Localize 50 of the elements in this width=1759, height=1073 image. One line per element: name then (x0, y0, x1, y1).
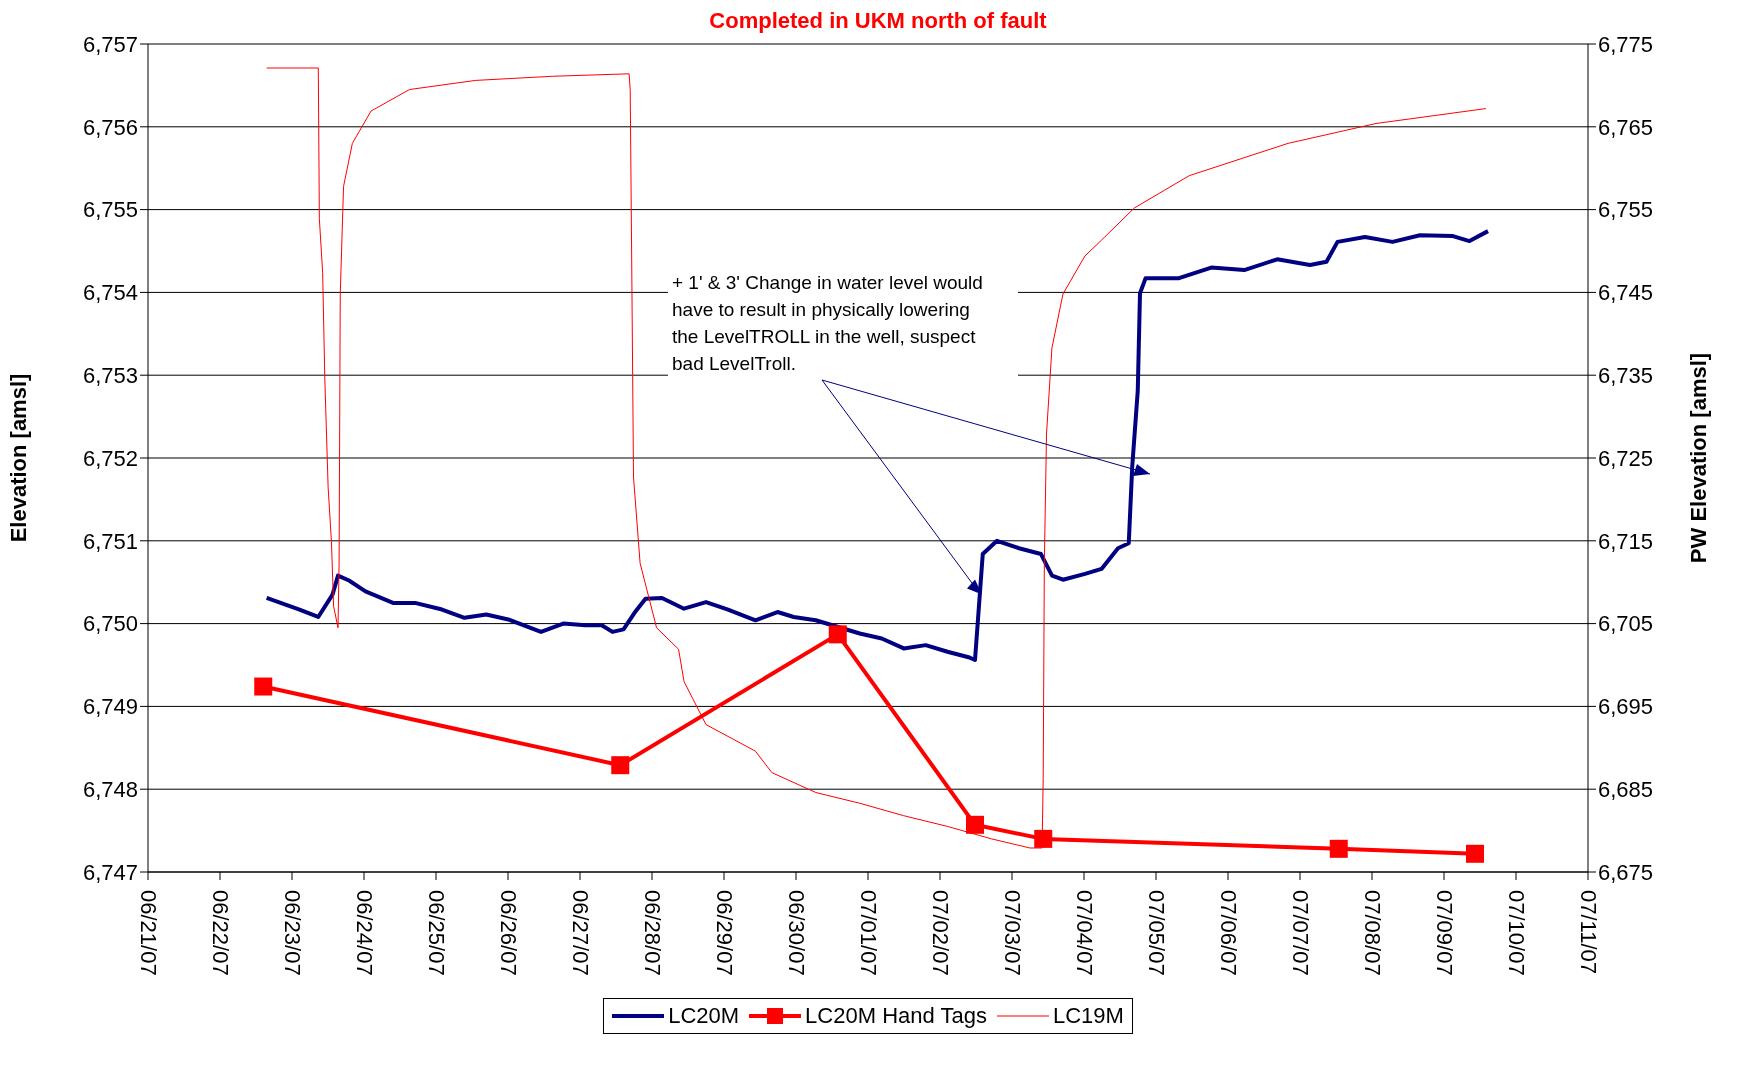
y-tick-label: 6,753 (82, 363, 138, 389)
annotation: + 1' & 3' Change in water level would have to result in physically lowering the LevelTROLL in the well, suspect bad LevelTroll. (672, 272, 983, 374)
y-tick-label: 6,751 (82, 528, 138, 554)
x-tick-label: 06/27/07 (567, 890, 593, 976)
y-tick-label: 6,747 (82, 859, 138, 885)
y-tick-label: 6,757 (82, 31, 138, 57)
x-tick-label: 06/21/07 (135, 890, 161, 976)
x-tick-label: 06/30/07 (783, 890, 809, 976)
x-tick-label: 06/26/07 (495, 890, 521, 976)
y2-axis-title: PW Elevation [amsl] (1685, 352, 1711, 564)
legend-label: LC20M Hand Tags (804, 1003, 987, 1029)
x-tick-label: 06/23/07 (279, 890, 305, 976)
x-tick-label: 07/03/07 (999, 890, 1025, 976)
x-tick-label: 07/11/07 (1575, 890, 1601, 975)
x-tick-label: 07/09/07 (1431, 890, 1457, 976)
x-tick-label: 07/06/07 (1215, 890, 1241, 976)
y2-tick-label: 6,695 (1598, 694, 1654, 720)
y-axis-title: Elevation [amsl] (5, 373, 31, 543)
legend-label: LC19M (1051, 1003, 1124, 1029)
y-tick-label: 6,748 (82, 777, 138, 803)
x-tick-label: 07/04/07 (1071, 890, 1097, 976)
x-tick-label: 06/25/07 (423, 890, 449, 976)
y2-tick-label: 6,745 (1598, 280, 1654, 306)
y2-tick-label: 6,685 (1598, 777, 1654, 803)
x-tick-label: 07/01/07 (855, 890, 881, 976)
y-tick-label: 6,752 (82, 445, 138, 471)
y2-tick-label: 6,725 (1598, 445, 1654, 471)
chart-title: Completed in UKM north of fault (709, 8, 1047, 33)
y2-tick-label: 6,675 (1598, 859, 1654, 885)
x-tick-label: 07/07/07 (1287, 890, 1313, 976)
x-tick-label: 07/02/07 (927, 890, 953, 976)
legend-label: LC20M (667, 1003, 740, 1029)
y-tick-label: 6,749 (82, 694, 138, 720)
y2-tick-label: 6,705 (1598, 611, 1654, 637)
x-tick-label: 06/22/07 (207, 890, 233, 976)
x-tick-label: 06/29/07 (711, 890, 737, 976)
x-tick-label: 07/05/07 (1143, 890, 1169, 976)
x-tick-label: 07/08/07 (1359, 890, 1385, 976)
x-tick-label: 06/24/07 (351, 890, 377, 976)
y-tick-label: 6,750 (82, 611, 138, 637)
y-tick-label: 6,754 (82, 280, 138, 306)
y2-tick-label: 6,715 (1598, 528, 1654, 554)
y-tick-label: 6,756 (82, 114, 138, 140)
y2-tick-label: 6,755 (1598, 197, 1654, 223)
x-tick-label: 07/10/07 (1503, 890, 1529, 976)
y-tick-label: 6,755 (82, 197, 138, 223)
x-tick-label: 06/28/07 (639, 890, 665, 976)
y2-tick-label: 6,775 (1598, 31, 1654, 57)
y2-tick-label: 6,735 (1598, 363, 1654, 389)
y2-tick-label: 6,765 (1598, 114, 1654, 140)
